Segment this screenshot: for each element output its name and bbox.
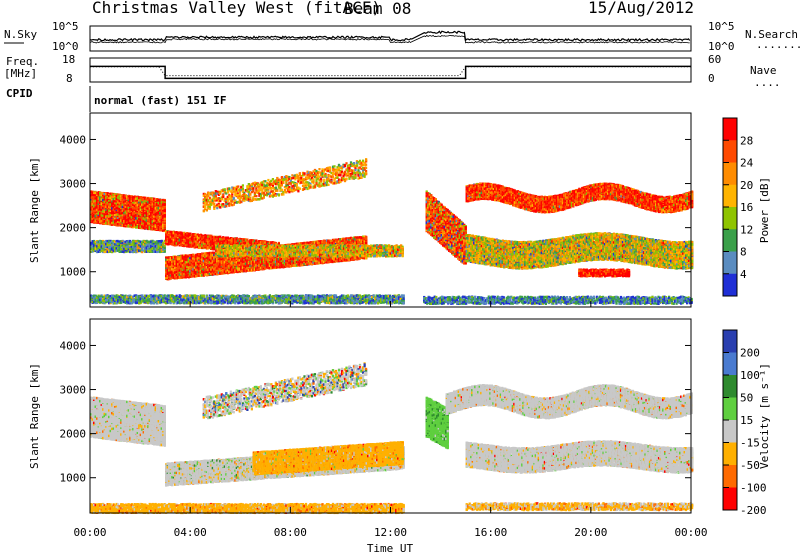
freq-line	[90, 66, 691, 78]
beam-title: Beam 08	[344, 0, 411, 18]
nsky-tick-bottom: 10^0	[52, 40, 79, 53]
date-title: 15/Aug/2012	[588, 0, 694, 17]
nsearch-legend-dots: ........	[756, 38, 800, 51]
freq-strip: Freq. [MHz] 18 8 60 0 Nave ....	[4, 53, 781, 89]
cpid-text: normal (fast) 151 IF	[94, 94, 226, 107]
nave-legend-dots: ....	[754, 76, 781, 89]
nsearch-tick-bottom: 10^0	[708, 40, 735, 53]
nave-tick-top: 60	[708, 53, 721, 66]
cpid-label: CPID	[6, 87, 33, 100]
nave-tick-bottom: 0	[708, 72, 715, 85]
freq-tick-bottom: 8	[66, 72, 73, 85]
rti-figure: Christmas Valley West (fitACF) Beam 08 1…	[0, 0, 800, 554]
power-heatmap	[90, 158, 693, 305]
freq-unit-label: [MHz]	[4, 67, 37, 80]
noise-strip: N.Sky 10^5 10^0 10^5 10^0 N.Search .....…	[4, 20, 800, 53]
nsky-label: N.Sky	[4, 28, 37, 41]
nave-line	[90, 67, 691, 76]
freq-tick-top: 18	[62, 53, 75, 66]
nsearch-tick-top: 10^5	[708, 20, 735, 33]
nsky-tick-top: 10^5	[52, 20, 79, 33]
station-title: Christmas Valley West (fitACF)	[92, 0, 381, 17]
